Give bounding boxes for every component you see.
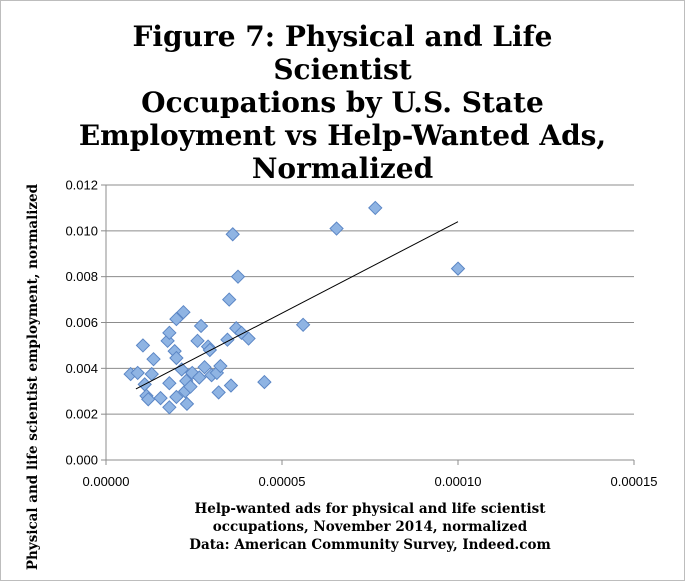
data-point (146, 351, 161, 367)
data-point (190, 333, 205, 349)
y-tick-labels: 0.000 0.002 0.004 0.006 0.008 0.010 0.012 (65, 178, 98, 468)
x-axis-label: Help-wanted ads for physical and life sc… (150, 500, 590, 554)
data-point (162, 325, 177, 341)
data-point (295, 317, 311, 332)
chart-title-line: Occupations by U.S. State (141, 86, 544, 119)
data-point (230, 269, 246, 284)
data-point (223, 378, 239, 393)
data-point (368, 200, 383, 216)
y-tick-label: 0.008 (65, 269, 98, 284)
trendline-group (135, 221, 459, 390)
data-point (162, 400, 177, 415)
data-point (169, 389, 184, 405)
axes (101, 184, 635, 465)
data-point (130, 365, 145, 381)
chart-title-line: Normalized (251, 152, 434, 185)
data-source-label: Data: American Community Survey, Indeed.… (189, 537, 551, 553)
data-point (192, 370, 207, 385)
y-tick-label: 0.010 (65, 223, 98, 238)
y-tick-label: 0.000 (65, 453, 98, 468)
data-point (183, 379, 198, 394)
data-point (213, 358, 228, 374)
data-point (141, 392, 156, 407)
data-point (179, 396, 195, 412)
data-point (176, 304, 191, 320)
x-tick-labels: 0.00000 0.00005 0.00010 0.00015 (83, 474, 658, 489)
x-tick-label: 0.00015 (611, 474, 658, 489)
x-tick-label: 0.00000 (83, 474, 130, 489)
data-point (169, 350, 184, 366)
chart-title-line: Figure 7: Physical and Life Scientist (132, 20, 553, 86)
trendline (135, 221, 459, 390)
x-tick-label: 0.00010 (435, 474, 482, 489)
y-tick-label: 0.006 (65, 315, 98, 330)
data-point (241, 331, 256, 346)
x-axis-label-line: occupations, November 2014, normalized (212, 519, 528, 535)
data-point (135, 338, 151, 353)
data-point (162, 376, 177, 391)
chart-title: Figure 7: Physical and Life Scientist Oc… (60, 20, 625, 185)
data-point (257, 374, 272, 390)
data-point (193, 318, 209, 334)
data-point (153, 390, 168, 406)
data-point (169, 311, 184, 327)
y-tick-label: 0.002 (65, 407, 98, 422)
data-point (197, 359, 212, 375)
y-tick-label: 0.004 (65, 361, 98, 376)
x-axis-label-line: Help-wanted ads for physical and life sc… (194, 501, 546, 517)
y-tick-label: 0.012 (65, 178, 98, 193)
data-point (450, 261, 466, 276)
x-tick-label: 0.00005 (259, 474, 306, 489)
data-point (225, 227, 240, 242)
data-point (329, 221, 344, 236)
data-point (211, 385, 226, 400)
data-points (123, 200, 466, 415)
data-point (221, 292, 237, 307)
chart-title-line: Employment vs Help-Wanted Ads, (78, 119, 607, 152)
y-axis-label: Physical and life scientist employment, … (25, 183, 41, 571)
